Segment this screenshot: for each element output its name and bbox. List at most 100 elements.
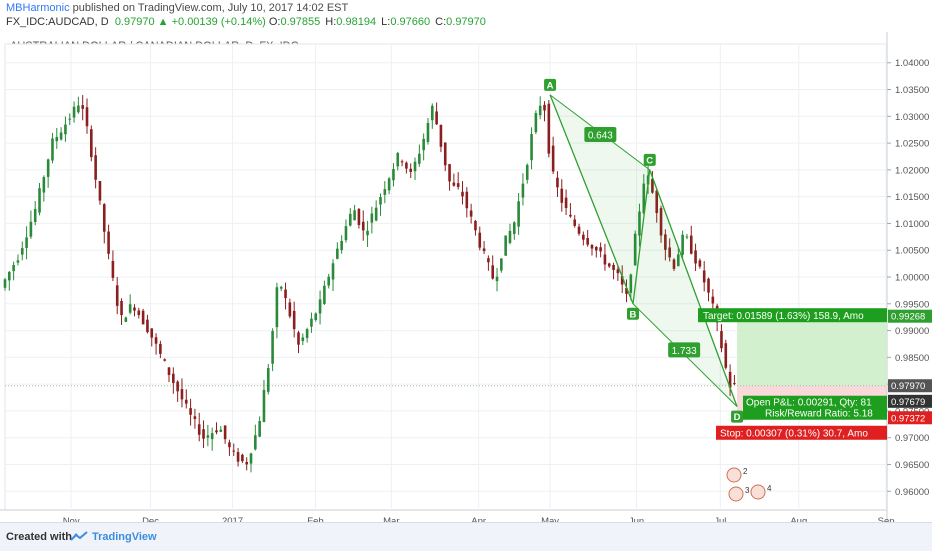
x-tick-label: Jul bbox=[714, 516, 726, 522]
candle-up bbox=[353, 210, 356, 221]
candle-up bbox=[68, 118, 72, 120]
ratio-label-box bbox=[584, 127, 617, 143]
candle-up bbox=[512, 222, 516, 234]
candle-down bbox=[603, 254, 607, 265]
candle-up bbox=[249, 453, 253, 464]
candle-down bbox=[582, 234, 585, 240]
candle-up bbox=[517, 201, 520, 227]
candle-down bbox=[141, 310, 145, 325]
candle-down bbox=[586, 238, 589, 245]
candle-up bbox=[418, 153, 421, 164]
candle-down bbox=[297, 332, 300, 345]
candle-up bbox=[301, 337, 305, 342]
candle-down bbox=[202, 429, 205, 439]
symbol-label[interactable]: FX_IDC:AUDCAD, D bbox=[6, 16, 109, 28]
candle-up bbox=[525, 164, 529, 180]
low-label: L: bbox=[381, 16, 391, 28]
tradingview-logo-icon bbox=[70, 531, 88, 541]
price-tag-box bbox=[888, 411, 932, 425]
candle-down bbox=[189, 408, 192, 415]
pattern-point-label: B bbox=[630, 309, 637, 320]
open-label: O: bbox=[268, 16, 281, 28]
candle-up bbox=[310, 318, 313, 327]
candle-up bbox=[629, 274, 633, 293]
y-tick-label: 0.97000 bbox=[895, 433, 929, 444]
candle-up bbox=[387, 178, 391, 191]
author-link[interactable]: MBHarmonic bbox=[6, 2, 70, 14]
candle-up bbox=[530, 134, 533, 161]
candle-down bbox=[651, 178, 654, 193]
candle-up bbox=[327, 276, 331, 286]
candle-up bbox=[323, 285, 326, 304]
candle-up bbox=[305, 329, 309, 338]
x-tick-label: Jun bbox=[629, 516, 644, 522]
x-tick-label: Feb bbox=[307, 516, 323, 522]
candle-up bbox=[279, 286, 283, 289]
candle-down bbox=[625, 287, 628, 294]
candle-down bbox=[448, 164, 451, 182]
candle-up bbox=[642, 183, 646, 214]
candle-up bbox=[206, 435, 210, 438]
candle-down bbox=[184, 399, 188, 404]
candle-up bbox=[681, 234, 684, 255]
tradingview-brand-link[interactable]: TradingView bbox=[92, 531, 157, 543]
candle-down bbox=[491, 265, 495, 279]
candle-up bbox=[426, 122, 430, 142]
candle-down bbox=[551, 145, 555, 172]
candle-up bbox=[318, 299, 322, 314]
open-pl-label-box bbox=[743, 395, 887, 420]
pattern-point-label-box bbox=[731, 410, 744, 423]
candle-down bbox=[288, 302, 292, 317]
event-count-label: 4 bbox=[767, 484, 772, 493]
open-pl-label: Open P&L: 0.00291, Qty: 81 bbox=[746, 398, 872, 409]
candle-up bbox=[430, 105, 434, 121]
candle-down bbox=[724, 343, 728, 368]
candle-down bbox=[111, 260, 115, 278]
candle-down bbox=[167, 367, 171, 376]
candle-up bbox=[366, 230, 369, 236]
candle-down bbox=[228, 442, 231, 448]
candle-down bbox=[452, 182, 456, 186]
candle-up bbox=[72, 106, 76, 118]
target-label: Target: 0.01589 (1.63%) 158.9, Amo bbox=[703, 311, 864, 322]
event-flag-icon bbox=[726, 467, 742, 483]
candle-down bbox=[154, 337, 158, 344]
y-tick-label: 0.98500 bbox=[895, 353, 929, 364]
candle-up bbox=[8, 271, 11, 281]
candle-down bbox=[133, 307, 136, 311]
candle-down bbox=[223, 425, 227, 440]
candle-up bbox=[266, 368, 270, 392]
chart-header: MBHarmonic published on TradingView.com,… bbox=[0, 0, 932, 32]
candle-up bbox=[55, 136, 59, 142]
candle-up bbox=[25, 237, 28, 248]
candle-down bbox=[664, 234, 667, 250]
pattern-point-label: C bbox=[646, 155, 653, 166]
x-tick-label: Sep bbox=[878, 516, 895, 522]
candle-down bbox=[90, 129, 93, 158]
candle-down bbox=[689, 235, 693, 254]
ratio-label-box bbox=[668, 342, 701, 358]
close-value: 0.97970 bbox=[446, 16, 486, 28]
candle-down bbox=[150, 328, 154, 338]
candle-down bbox=[478, 232, 482, 248]
candle-up bbox=[495, 276, 499, 282]
candle-down bbox=[694, 250, 697, 264]
candle-down bbox=[659, 208, 663, 236]
candle-down bbox=[607, 263, 611, 267]
event-count-label: 2 bbox=[743, 467, 748, 476]
candle-up bbox=[534, 113, 538, 133]
price-chart[interactable]: 1.04000 1.03500 1.03000 1.02500 1.02000 1.015… bbox=[0, 32, 932, 522]
y-tick-label: 1.02500 bbox=[895, 139, 929, 150]
candle-down bbox=[172, 373, 175, 384]
candle-up bbox=[210, 433, 214, 440]
y-tick-label: 1.01000 bbox=[895, 219, 929, 230]
published-text: published on TradingView.com, July 10, 2… bbox=[72, 2, 349, 14]
candle-up bbox=[33, 208, 37, 222]
candle-down bbox=[668, 247, 671, 258]
candle-up bbox=[677, 254, 680, 267]
candle-down bbox=[728, 371, 732, 388]
candle-up bbox=[262, 389, 266, 422]
candle-up bbox=[538, 105, 542, 116]
candle-down bbox=[85, 107, 89, 127]
candle-down bbox=[361, 221, 365, 231]
